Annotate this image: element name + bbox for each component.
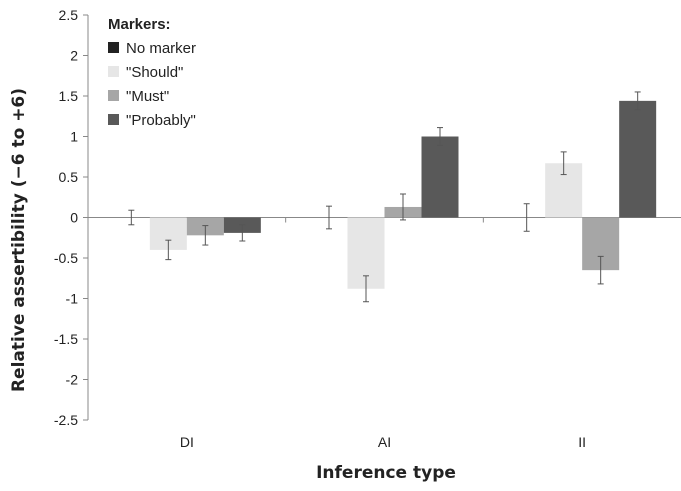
y-tick-label: -1.5 (54, 331, 78, 347)
legend: Markers: No marker "Should" "Must" "Probabl… (108, 16, 196, 129)
x-tick-label: II (578, 434, 586, 450)
y-tick-label: 0 (70, 210, 78, 226)
bar (421, 136, 459, 218)
legend-swatch (108, 66, 119, 77)
y-tick-label: 2 (70, 48, 78, 64)
y-tick-label: 2.5 (59, 7, 79, 23)
y-tick-label: -2.5 (54, 412, 78, 428)
legend-label: "Should" (126, 64, 183, 81)
x-tick-label: AI (378, 434, 391, 450)
legend-label: "Probably" (126, 112, 196, 129)
y-tick-label: 0.5 (59, 169, 79, 185)
x-axis-title: Inference type (316, 463, 456, 483)
y-tick-label: -1 (66, 291, 79, 307)
legend-swatch (108, 42, 119, 53)
y-tick-label: -0.5 (54, 250, 78, 266)
y-tick-label: -2 (66, 372, 79, 388)
legend-swatch (108, 90, 119, 101)
legend-label: "Must" (126, 88, 169, 105)
y-axis-title: Relative assertibility (−6 to +6) (9, 88, 29, 392)
x-tick-label: DI (180, 434, 194, 450)
legend-title: Markers: (108, 16, 171, 33)
legend-label: No marker (126, 40, 196, 57)
plot-area: 2.5 2 1.5 1 0.5 0 -0.5 -1 -1.5 -2 -2.5 DI AI II (54, 7, 681, 450)
bar (619, 100, 657, 218)
y-tick-label: 1 (70, 129, 78, 145)
legend-swatch (108, 114, 119, 125)
y-tick-label: 1.5 (59, 88, 79, 104)
